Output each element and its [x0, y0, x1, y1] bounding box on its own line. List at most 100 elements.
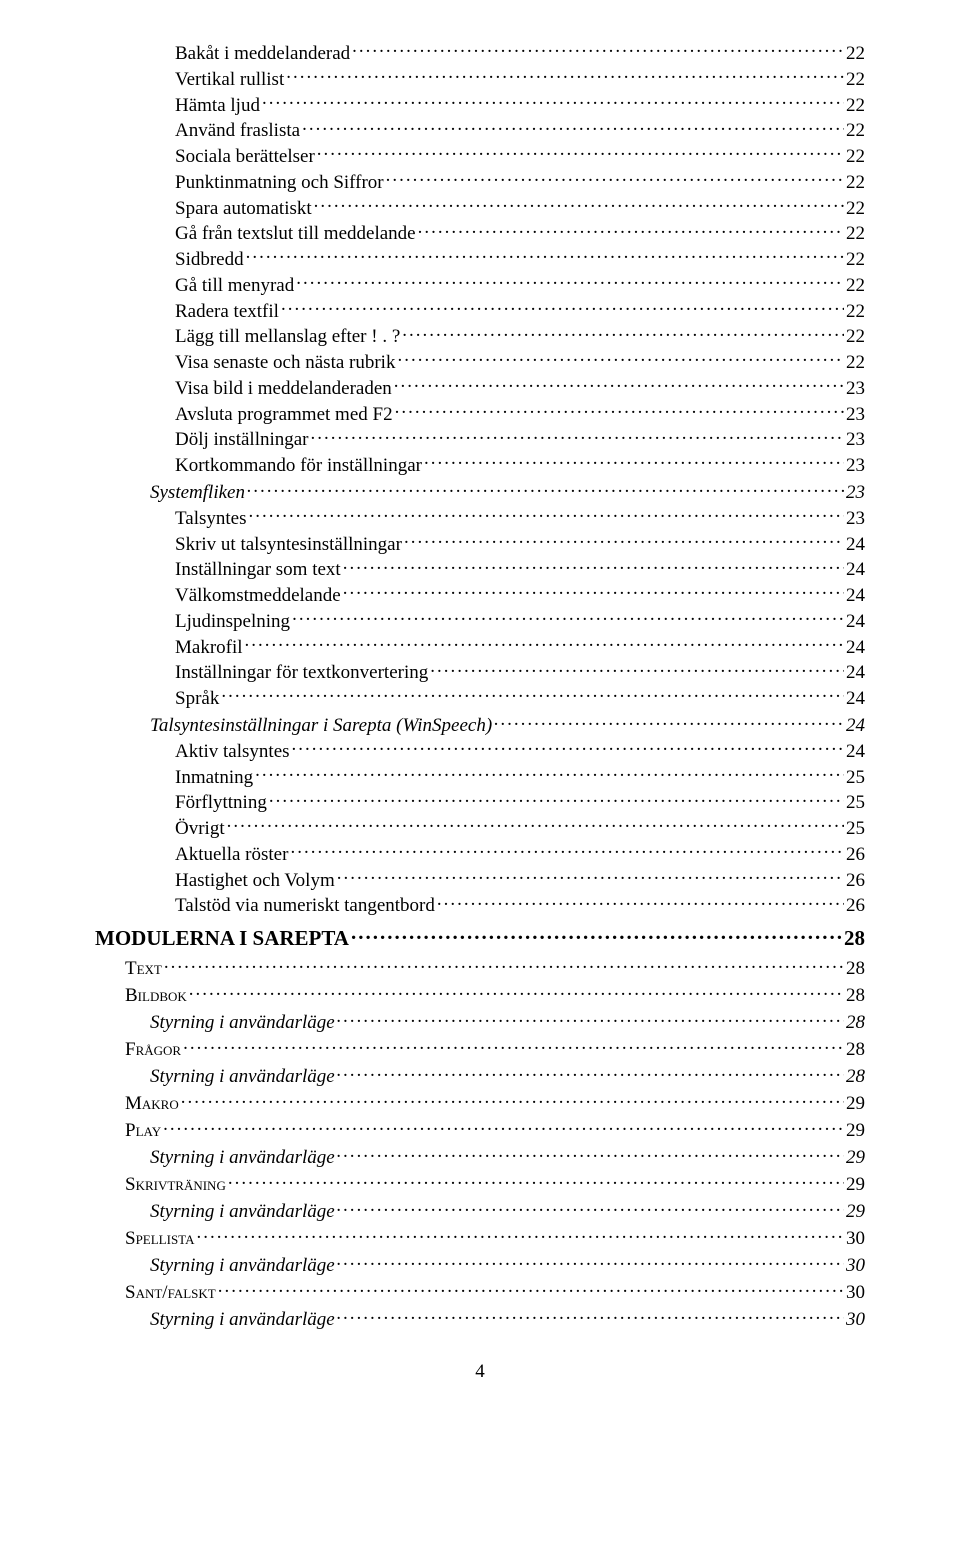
toc-entry-label: Bakåt i meddelanderad	[175, 42, 350, 66]
toc-entry: Spellista 30	[95, 1225, 865, 1250]
toc-entry-label: Styrning i användarläge	[150, 1255, 335, 1277]
toc-entry-label: Inställningar som text	[175, 558, 341, 582]
toc-entry-label: Dölj inställningar	[175, 428, 309, 452]
toc-entry: Kortkommando för inställningar 23	[95, 452, 865, 478]
toc-dot-leader	[245, 634, 844, 653]
toc-dot-leader	[402, 323, 844, 342]
toc-entry-page: 23	[846, 482, 865, 504]
toc-page: Bakåt i meddelanderad 22Vertikal rullist…	[0, 0, 960, 1423]
toc-entry-page: 22	[846, 248, 865, 272]
toc-dot-leader	[292, 738, 844, 757]
toc-entry: Inmatning 25	[95, 764, 865, 790]
toc-entry: Talsyntes 23	[95, 505, 865, 531]
toc-entry-label: Välkomstmeddelande	[175, 584, 341, 608]
toc-entry-label: Spellista	[125, 1228, 194, 1250]
toc-entry: Aktiv talsyntes 24	[95, 738, 865, 764]
toc-entry: Inställningar som text 24	[95, 556, 865, 582]
toc-entry-page: 30	[846, 1255, 865, 1277]
toc-dot-leader	[269, 789, 844, 808]
toc-entry: Radera textfil 22	[95, 298, 865, 324]
toc-entry-label: Hastighet och Volym	[175, 869, 335, 893]
toc-container: Bakåt i meddelanderad 22Vertikal rullist…	[95, 40, 865, 1331]
toc-entry: Skrivträning 29	[95, 1171, 865, 1196]
toc-entry-page: 22	[846, 274, 865, 298]
toc-entry-label: Spara automatiskt	[175, 197, 312, 221]
toc-entry-page: 24	[846, 558, 865, 582]
toc-entry-page: 28	[846, 985, 865, 1007]
toc-entry-label: Frågor	[125, 1039, 181, 1061]
toc-entry-page: 28	[846, 1012, 865, 1034]
toc-entry-label: Styrning i användarläge	[150, 1309, 335, 1331]
toc-entry: Spara automatiskt 22	[95, 195, 865, 221]
toc-dot-leader	[494, 712, 844, 731]
toc-entry: Aktuella röster 26	[95, 841, 865, 867]
toc-entry: Gå till menyrad 22	[95, 272, 865, 298]
toc-entry-page: 22	[846, 300, 865, 324]
toc-entry-label: Aktuella röster	[175, 843, 288, 867]
toc-entry-label: Makro	[125, 1093, 179, 1115]
toc-entry-label: Visa senaste och nästa rubrik	[175, 351, 395, 375]
toc-entry: Bildbok 28	[95, 982, 865, 1007]
toc-dot-leader	[337, 1252, 844, 1271]
toc-entry: Gå från textslut till meddelande 22	[95, 220, 865, 246]
toc-entry-label: Styrning i användarläge	[150, 1201, 335, 1223]
toc-entry-label: Sant/falskt	[125, 1282, 216, 1304]
toc-dot-leader	[221, 685, 844, 704]
toc-dot-leader	[246, 246, 844, 265]
toc-dot-leader	[394, 375, 844, 394]
toc-entry: Talsyntesinställningar i Sarepta (WinSpe…	[95, 712, 865, 737]
toc-entry-label: Systemfliken	[150, 482, 245, 504]
toc-dot-leader	[352, 40, 844, 59]
toc-dot-leader	[386, 169, 844, 188]
toc-entry-page: 24	[846, 661, 865, 685]
toc-dot-leader	[395, 401, 844, 420]
toc-dot-leader	[337, 1063, 844, 1082]
toc-dot-leader	[247, 479, 844, 498]
toc-entry-label: Gå från textslut till meddelande	[175, 222, 416, 246]
toc-entry: MODULERNA I SAREPTA 28	[95, 924, 865, 951]
toc-entry: Använd fraslista 22	[95, 117, 865, 143]
toc-entry-page: 22	[846, 42, 865, 66]
toc-entry: Makrofil 24	[95, 634, 865, 660]
toc-entry-label: Styrning i användarläge	[150, 1147, 335, 1169]
toc-entry-label: Avsluta programmet med F2	[175, 403, 393, 427]
toc-dot-leader	[196, 1225, 844, 1244]
toc-entry-label: Makrofil	[175, 636, 243, 660]
toc-entry-label: Inställningar för textkonvertering	[175, 661, 428, 685]
toc-entry-label: Play	[125, 1120, 161, 1142]
toc-entry-label: Skrivträning	[125, 1174, 226, 1196]
toc-entry-page: 24	[846, 687, 865, 711]
toc-entry-label: Kortkommando för inställningar	[175, 454, 422, 478]
toc-entry-page: 24	[846, 610, 865, 634]
toc-dot-leader	[337, 1009, 844, 1028]
toc-entry: Styrning i användarläge 30	[95, 1306, 865, 1331]
page-number: 4	[95, 1361, 865, 1383]
toc-entry-page: 24	[846, 715, 865, 737]
toc-entry-label: Hämta ljud	[175, 94, 260, 118]
toc-entry: Inställningar för textkonvertering 24	[95, 659, 865, 685]
toc-entry-page: 24	[846, 636, 865, 660]
toc-entry-label: Förflyttning	[175, 791, 267, 815]
toc-entry-label: Övrigt	[175, 817, 225, 841]
toc-dot-leader	[418, 220, 844, 239]
toc-entry-label: Text	[125, 958, 162, 980]
toc-entry-page: 23	[846, 403, 865, 427]
toc-entry: Avsluta programmet med F2 23	[95, 401, 865, 427]
toc-dot-leader	[404, 531, 844, 550]
toc-entry: Frågor 28	[95, 1036, 865, 1061]
toc-entry-page: 24	[846, 740, 865, 764]
toc-entry-page: 30	[846, 1309, 865, 1331]
toc-entry-label: Använd fraslista	[175, 119, 300, 143]
toc-entry: Punktinmatning och Siffror 22	[95, 169, 865, 195]
toc-entry: Styrning i användarläge 30	[95, 1252, 865, 1277]
toc-entry-page: 28	[844, 926, 865, 951]
toc-entry: Lägg till mellanslag efter ! . ? 22	[95, 323, 865, 349]
toc-entry-page: 29	[846, 1174, 865, 1196]
toc-entry-page: 28	[846, 1066, 865, 1088]
toc-entry-page: 22	[846, 119, 865, 143]
toc-entry: Skriv ut talsyntesinställningar 24	[95, 531, 865, 557]
toc-entry-label: Visa bild i meddelanderaden	[175, 377, 392, 401]
toc-dot-leader	[302, 117, 844, 136]
toc-dot-leader	[351, 924, 842, 945]
toc-entry-page: 22	[846, 197, 865, 221]
